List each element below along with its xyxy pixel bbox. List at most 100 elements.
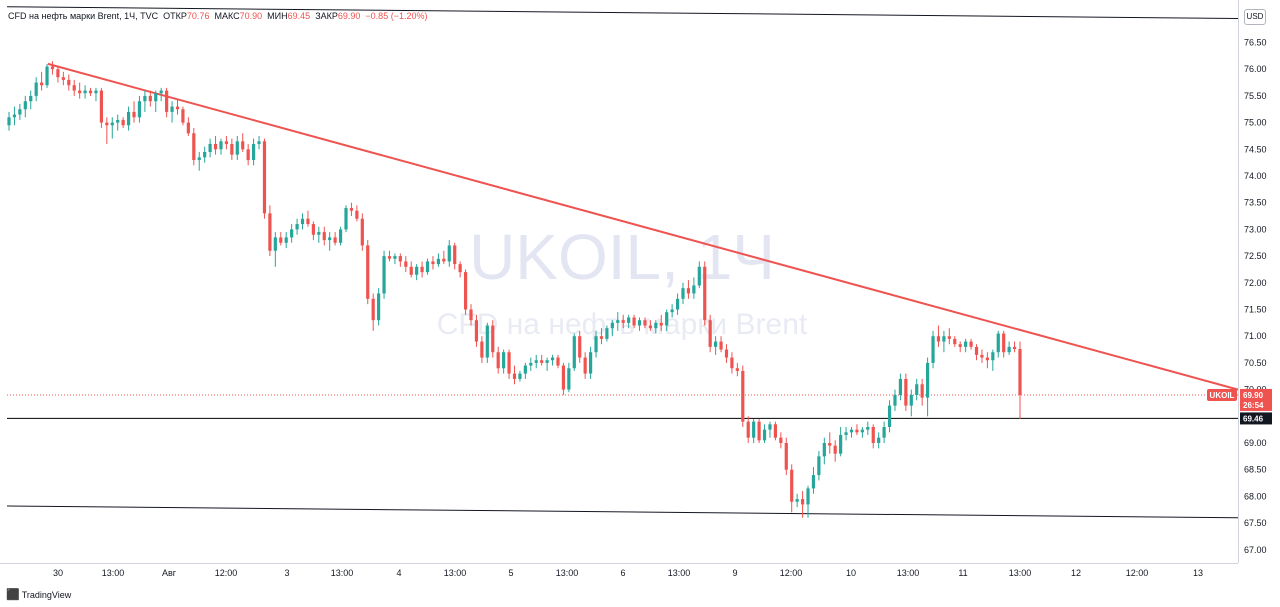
candle [969, 338, 973, 350]
candle-body [496, 352, 500, 369]
candle-body [181, 109, 185, 123]
candle [637, 317, 642, 331]
candle-body [415, 266, 419, 275]
candle [322, 226, 326, 246]
candle [583, 352, 587, 379]
candle [648, 320, 652, 331]
price-tick-label: 72.50 [1244, 251, 1267, 261]
candle-body [844, 432, 848, 435]
candle [518, 370, 522, 382]
candle-body [29, 95, 33, 102]
time-tick-label: 30 [53, 568, 63, 578]
upper-channel-line [6, 6, 1239, 19]
candle [224, 135, 229, 150]
time-tick-label: 12:00 [780, 568, 803, 578]
price-tick-label: 69.00 [1244, 438, 1267, 448]
candle [295, 218, 299, 235]
candle-body [855, 429, 859, 433]
candle-body [300, 218, 305, 225]
candle-body [860, 429, 864, 433]
candle [186, 117, 190, 136]
candle-body [958, 344, 962, 347]
candle [871, 424, 875, 449]
tradingview-branding[interactable]: ⬛ TradingView [6, 588, 71, 601]
candle-body [915, 384, 919, 395]
candle [708, 314, 712, 353]
price-tick-label: 73.50 [1244, 198, 1267, 208]
candle [512, 365, 517, 385]
candle-body [610, 322, 614, 329]
candle [985, 352, 989, 369]
candle [121, 117, 125, 128]
price-tick-label: 68.00 [1244, 491, 1267, 501]
candle-body [34, 82, 38, 96]
candle-body [724, 349, 729, 358]
candle-body [45, 66, 49, 86]
candle [398, 253, 402, 267]
time-tick-label: 13:00 [897, 568, 920, 578]
candle [105, 117, 109, 144]
candle-body [757, 421, 761, 441]
candle [257, 135, 261, 150]
candle [344, 205, 348, 233]
candle [431, 256, 435, 270]
candle-body [980, 354, 984, 358]
candle [752, 418, 756, 443]
candle-body [833, 445, 837, 454]
candle [230, 138, 234, 160]
candle-body [165, 90, 169, 112]
candle [235, 135, 239, 160]
candle [132, 101, 136, 123]
candle-body [806, 488, 810, 505]
candle-body [925, 362, 930, 398]
candle [811, 467, 816, 494]
candle-body [762, 429, 767, 441]
candle [605, 325, 609, 342]
currency-button[interactable]: USD [1244, 9, 1266, 25]
candle-body [1018, 349, 1022, 395]
candle [425, 258, 430, 275]
candle-body [605, 328, 609, 339]
candle [621, 314, 625, 329]
last-price-tag-bg [1240, 388, 1272, 411]
candle-body [469, 309, 473, 321]
candle-body [920, 384, 924, 398]
candle [251, 138, 256, 166]
candle-body [703, 266, 707, 321]
candle [844, 426, 848, 441]
candle-body [355, 210, 359, 219]
candle [964, 338, 968, 353]
price-tick-label: 76.00 [1244, 64, 1267, 74]
time-tick-label: 10 [846, 568, 856, 578]
candle-body [175, 106, 180, 110]
candle-body [985, 357, 989, 361]
candle-body [203, 151, 207, 158]
legend-low-label: МИН [267, 11, 288, 21]
candle [887, 400, 892, 433]
price-tick-label: 70.50 [1244, 358, 1267, 368]
time-tick-label: 13 [1193, 568, 1203, 578]
legend-title: CFD на нефть марки Brent, 1Ч, TVC [8, 11, 159, 21]
candle-body [425, 261, 430, 273]
candle-body [632, 317, 636, 326]
candle-body [550, 357, 555, 361]
candle [806, 485, 810, 518]
candle-body [192, 133, 196, 160]
candle [588, 346, 593, 379]
candle [540, 354, 544, 366]
candle-body [143, 95, 147, 102]
candle-body [366, 245, 370, 299]
time-tick-label: 13:00 [668, 568, 691, 578]
candle-body [779, 437, 783, 443]
candle [328, 232, 332, 251]
time-tick-label: 4 [396, 568, 401, 578]
candle-body [436, 258, 441, 265]
candle-body [746, 421, 750, 438]
candle [447, 240, 451, 267]
candle-body [474, 320, 479, 342]
candle-body [561, 365, 566, 390]
time-tick-label: 13:00 [556, 568, 579, 578]
candle [714, 336, 718, 355]
candle [300, 213, 305, 230]
